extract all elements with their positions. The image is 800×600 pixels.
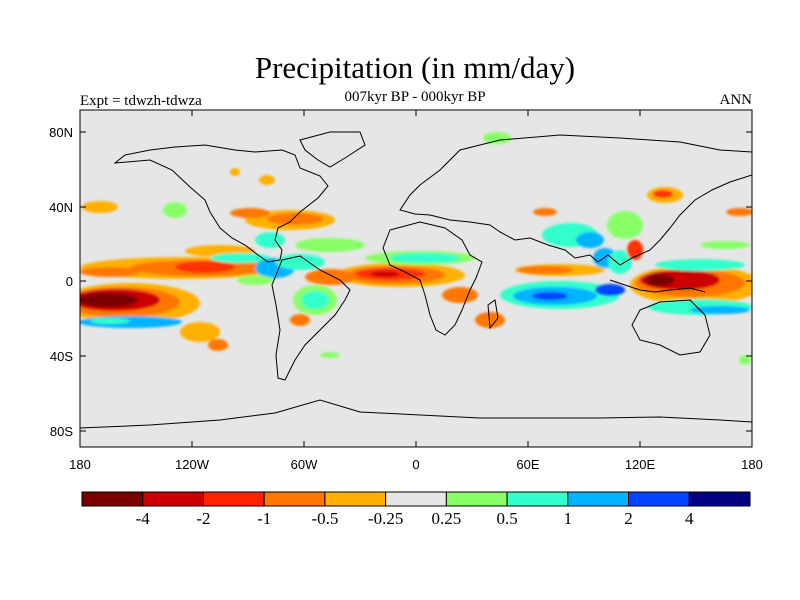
colorbar-label-0: -4 <box>136 509 151 528</box>
colorbar-box-3 <box>263 491 326 507</box>
colorbar-label-7: 1 <box>564 509 573 528</box>
colorbar-box-5 <box>385 491 447 507</box>
period-label: 007kyr BP - 000kyr BP <box>344 89 486 105</box>
colorbar-box-0 <box>81 491 144 507</box>
colorbar-box-4 <box>324 491 387 507</box>
lon-axis <box>79 110 753 447</box>
colorbar-box-10 <box>688 491 751 507</box>
anomaly-field <box>80 132 752 365</box>
colorbar-label-2: -1 <box>257 509 271 528</box>
lat-label-40s: 40S <box>50 349 73 364</box>
coastline-madagascar <box>487 299 499 330</box>
coastline-south-america <box>271 255 351 381</box>
lat-label-80s: 80S <box>50 424 73 439</box>
season-label: ANN <box>719 92 753 108</box>
colorbar-box-9 <box>628 491 690 507</box>
lat-labels: 80N 40N 0 40S 80S <box>49 125 73 439</box>
lat-label-40n: 40N <box>49 200 73 215</box>
lon-label-180e: 180 <box>741 457 763 472</box>
colorbar-label-4: -0.25 <box>368 509 403 528</box>
colorbar: -4 -2 -1 -0.5 -0.25 0.25 0.5 1 2 4 <box>81 491 751 528</box>
coastline-antarctica <box>80 399 752 429</box>
colorbar-box-2 <box>202 491 265 507</box>
coastline-eurasia <box>399 134 752 266</box>
colorbar-box-8 <box>567 491 630 507</box>
coastline-greenland <box>299 131 366 168</box>
colorbar-label-8: 2 <box>624 509 633 528</box>
colorbar-box-6 <box>445 491 508 507</box>
coastline-australia <box>631 299 711 356</box>
lon-label-60e: 60E <box>516 457 539 472</box>
lat-label-80n: 80N <box>49 125 73 140</box>
plot-title: Precipitation (in mm/day) <box>254 50 576 85</box>
lon-labels: 180 120W 60W 0 60E 120E 180 <box>69 457 763 472</box>
coastlines <box>80 131 752 429</box>
colorbar-label-3: -0.5 <box>311 509 338 528</box>
colorbar-label-6: 0.5 <box>496 509 517 528</box>
coastline-north-america <box>113 144 329 263</box>
colorbar-label-1: -2 <box>196 509 210 528</box>
coastline-africa <box>382 221 483 336</box>
colorbar-box-1 <box>142 491 204 507</box>
colorbar-label-5: 0.25 <box>431 509 461 528</box>
experiment-label: Expt = tdwzh-tdwza <box>80 93 202 109</box>
lon-label-120w: 120W <box>175 457 210 472</box>
colorbar-label-9: 4 <box>685 509 694 528</box>
lon-label-180w: 180 <box>69 457 91 472</box>
lon-label-120e: 120E <box>625 457 656 472</box>
lat-axis <box>80 131 752 432</box>
lat-label-0: 0 <box>66 274 73 289</box>
coastline-indonesia <box>609 279 706 293</box>
colorbar-box-7 <box>506 491 569 507</box>
lon-label-0: 0 <box>412 457 419 472</box>
lon-label-60w: 60W <box>291 457 318 472</box>
